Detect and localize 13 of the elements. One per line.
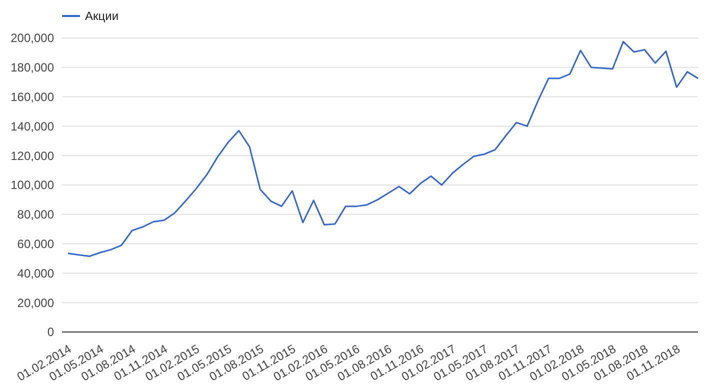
line-series: [67, 40, 699, 258]
y-tick-label: 200,000: [10, 31, 54, 46]
y-tick-label: 20,000: [17, 296, 54, 310]
y-tick-label: 160,000: [10, 90, 54, 104]
y-tick-label: 0: [47, 325, 54, 340]
y-tick-label: 60,000: [17, 237, 54, 251]
y-tick-label: 140,000: [10, 119, 54, 134]
y-tick-label: 80,000: [17, 208, 54, 222]
y-tick-label: 100,000: [10, 178, 54, 192]
y-tick-label: 180,000: [10, 60, 54, 75]
y-tick-label: 120,000: [10, 148, 54, 163]
y-tick-label: 40,000: [17, 266, 54, 280]
legend-label: Акции: [85, 9, 119, 24]
